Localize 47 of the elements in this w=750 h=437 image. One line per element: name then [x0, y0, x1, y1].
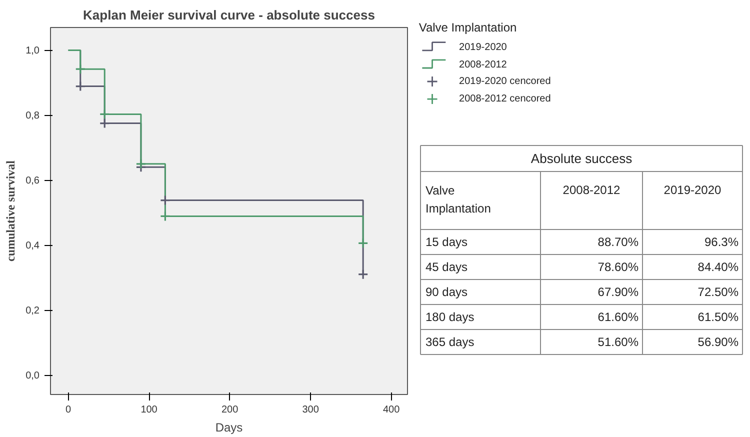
x-tick-label: 400 — [383, 404, 400, 416]
legend-label: 2019-2020 — [459, 42, 508, 53]
text: 96.3% — [704, 235, 739, 249]
point — [358, 269, 368, 280]
point — [75, 80, 86, 92]
text: 67.90% — [598, 285, 639, 299]
category-label: 45 days — [426, 260, 468, 274]
category-label: 180 days — [426, 310, 474, 324]
text: 61.50% — [698, 310, 739, 324]
y-tick-label: 0,0 — [26, 370, 40, 382]
point — [136, 158, 146, 170]
text: 56.90% — [698, 335, 739, 349]
text: Absolute success — [530, 151, 633, 166]
x-tick-label: 200 — [221, 404, 239, 416]
text: 51.60% — [598, 335, 639, 349]
text: 84.40% — [698, 260, 739, 274]
y-tick-label: 0,6 — [26, 176, 40, 187]
category-label: 2019-2020 — [664, 183, 722, 197]
point — [358, 238, 368, 248]
point — [75, 64, 86, 74]
point — [99, 118, 110, 129]
y-tick-label: 0,4 — [26, 240, 40, 252]
text: 72.50% — [698, 285, 739, 299]
legend-title: Valve Implantation — [418, 20, 517, 34]
legend-label: 2008-2012 — [459, 59, 508, 70]
x-tick-label: 0 — [65, 404, 72, 416]
category-label: Valve Implantation — [426, 184, 491, 216]
category-label: 90 days — [426, 285, 468, 299]
x-tick-label: 300 — [302, 404, 320, 416]
y-axis-title: cumulative survival — [4, 160, 18, 262]
chart-title: Kaplan Meier survival curve - absolute success — [83, 8, 375, 22]
y-tick-label: 0,2 — [26, 306, 40, 317]
text: 78.60% — [598, 260, 639, 274]
point — [160, 210, 170, 222]
y-tick-label: 1,0 — [26, 46, 40, 57]
category-label: 365 days — [426, 335, 474, 349]
category-label: 2008-2012 — [562, 183, 621, 197]
x-tick-label: 100 — [140, 404, 158, 416]
text: 61.60% — [598, 310, 639, 324]
legend-label: 2008-2012 cencored — [459, 94, 551, 105]
point — [160, 194, 170, 206]
y-tick-label: 0,8 — [26, 110, 40, 122]
category-label: 15 days — [426, 235, 468, 249]
x-axis-title: Days — [215, 420, 243, 434]
point — [99, 108, 110, 120]
text: 88.70% — [598, 235, 639, 249]
legend-label: 2019-2020 cencored — [459, 76, 551, 87]
